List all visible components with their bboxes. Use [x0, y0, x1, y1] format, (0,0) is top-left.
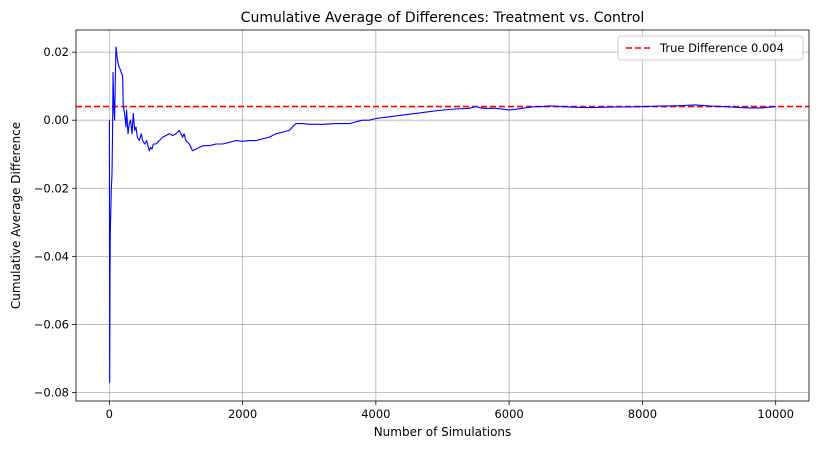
y-tick-label: 0.02	[43, 45, 69, 59]
y-tick-label: 0.00	[43, 113, 69, 127]
legend-label-true-difference: True Difference 0.004	[659, 41, 784, 55]
x-tick-label: 0	[106, 407, 113, 421]
ticks: 0 2000 4000 6000 8000 10000 −0.08 −0.06 −0.04 −0.…	[34, 45, 794, 421]
x-tick-label: 2000	[228, 407, 257, 421]
legend: True Difference 0.004	[617, 35, 804, 61]
x-tick-label: 10000	[757, 407, 794, 421]
axes-frame	[75, 29, 810, 402]
y-axis-label: Cumulative Average Difference	[9, 122, 23, 309]
y-tick-label: −0.08	[34, 385, 69, 399]
y-tick-label: −0.06	[34, 317, 69, 331]
y-tick-label: −0.02	[34, 181, 69, 195]
series-line	[108, 46, 776, 383]
x-axis-label: Number of Simulations	[374, 425, 512, 439]
y-tick-label: −0.04	[34, 249, 69, 263]
x-tick-label: 4000	[361, 407, 390, 421]
chart-title: Cumulative Average of Differences: Treat…	[241, 10, 645, 26]
legend-box	[617, 35, 804, 61]
x-tick-label: 6000	[494, 407, 523, 421]
x-tick-label: 8000	[628, 407, 657, 421]
series-layer	[108, 46, 776, 383]
grid	[76, 30, 809, 401]
